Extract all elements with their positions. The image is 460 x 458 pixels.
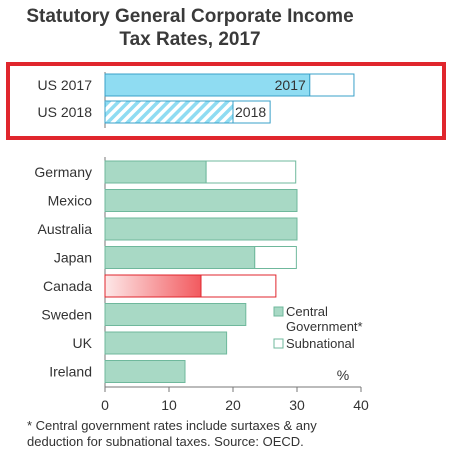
data-label: 2017	[275, 77, 306, 93]
bar-central	[104, 246, 256, 269]
category-label: Ireland	[49, 364, 92, 380]
category-label: US 2018	[38, 104, 93, 120]
bar-subnational	[200, 274, 277, 298]
bar-subnational	[205, 160, 297, 184]
legend-swatch-subnational	[273, 338, 284, 349]
footnote-line-2: deduction for subnational taxes. Source:…	[27, 434, 304, 449]
bar-subnational	[309, 73, 355, 97]
bar-central	[104, 160, 207, 184]
legend-label-central: Government*	[286, 319, 363, 334]
footnote-line-1: * Central government rates include surta…	[27, 418, 317, 433]
x-tick-label: 40	[353, 397, 369, 413]
category-label: Mexico	[48, 193, 93, 209]
bar-central	[104, 360, 186, 383]
footnote: * Central government rates include surta…	[27, 418, 447, 450]
x-tick-label: 10	[161, 397, 177, 413]
chart-title-line-2: Tax Rates, 2017	[119, 29, 261, 50]
bar-central	[104, 331, 228, 355]
category-label: US 2017	[38, 77, 93, 93]
bar-central	[104, 189, 298, 212]
legend-label-subnational: Subnational	[286, 336, 355, 351]
category-label: UK	[73, 335, 93, 351]
data-label: 2018	[235, 104, 266, 120]
legend-swatch-central	[273, 306, 284, 317]
bar-central	[104, 217, 298, 241]
bar-subnational	[232, 100, 271, 124]
bar-central	[104, 274, 202, 298]
unit-label: %	[337, 367, 349, 383]
bar-subnational	[254, 246, 297, 269]
category-label: Germany	[34, 164, 92, 180]
chart-title-line-1: Statutory General Corporate Income	[26, 6, 354, 27]
highlight-frame	[6, 62, 446, 140]
x-tick-label: 0	[101, 397, 109, 413]
category-label: Japan	[54, 250, 92, 266]
x-tick-label: 20	[225, 397, 241, 413]
bar-central	[104, 303, 247, 326]
category-label: Canada	[43, 278, 92, 294]
bar-central	[104, 100, 234, 124]
x-tick-label: 30	[289, 397, 305, 413]
category-label: Australia	[38, 221, 93, 237]
category-label: Sweden	[41, 307, 92, 323]
legend-label-central: Central	[286, 304, 328, 319]
